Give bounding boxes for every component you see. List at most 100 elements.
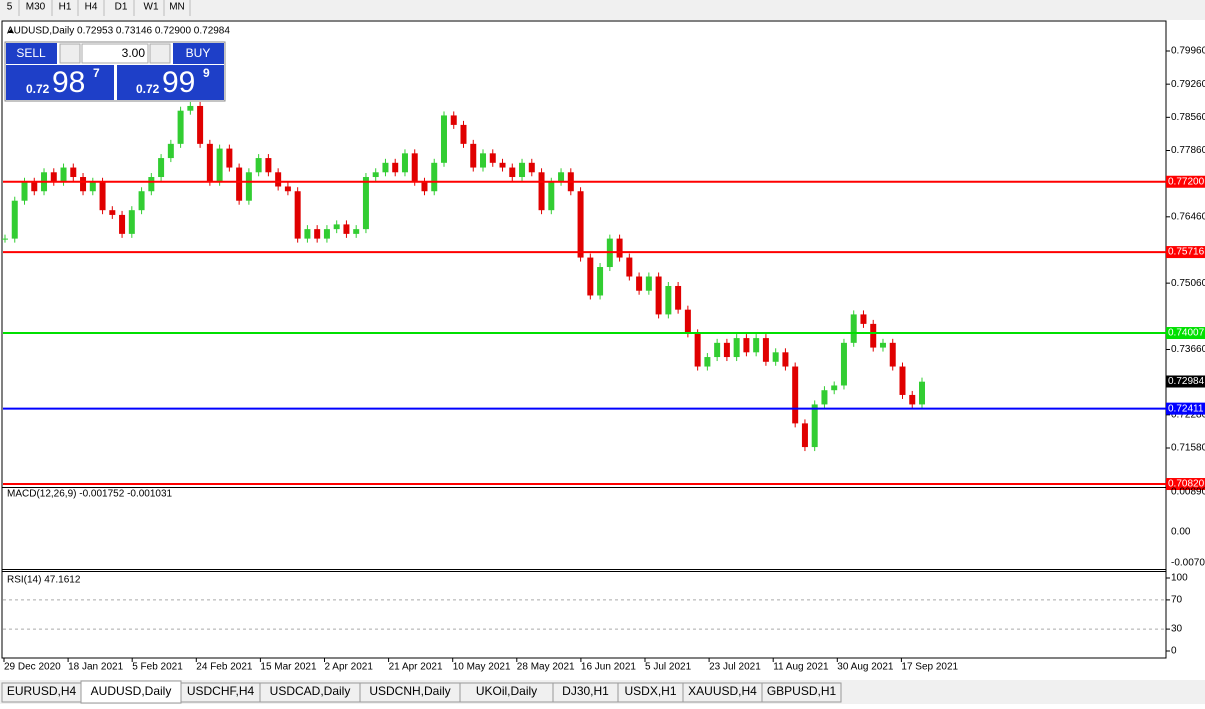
candle xyxy=(870,323,877,348)
date-label: 18 Jan 2021 xyxy=(68,662,123,673)
timeframe-button[interactable]: 5 xyxy=(7,2,13,13)
macd-label: MACD(12,26,9) -0.001752 -0.001031 xyxy=(7,489,173,500)
volume-down[interactable] xyxy=(59,43,81,64)
timeframe-button[interactable]: H4 xyxy=(85,2,98,13)
candle xyxy=(782,352,789,367)
date-label: 10 May 2021 xyxy=(453,662,511,673)
candle xyxy=(899,366,906,395)
candle xyxy=(236,167,243,201)
candle xyxy=(743,338,750,353)
date-label: 5 Feb 2021 xyxy=(132,662,183,673)
current-price-tag xyxy=(1166,375,1205,388)
timeframe-button[interactable]: MN xyxy=(169,2,185,13)
candle xyxy=(616,238,623,258)
sell-prefix: 0.72 xyxy=(26,82,50,96)
candle xyxy=(158,158,165,178)
candle xyxy=(2,238,8,240)
candle xyxy=(665,285,672,315)
candle xyxy=(294,191,301,239)
candle xyxy=(31,181,38,192)
candle xyxy=(714,342,721,358)
tab[interactable] xyxy=(761,682,842,703)
price-label: 0.71580 xyxy=(1171,443,1205,454)
candle xyxy=(509,167,516,178)
candle xyxy=(811,404,818,448)
candle xyxy=(50,172,57,182)
sell-button[interactable] xyxy=(6,43,57,64)
candle xyxy=(177,110,184,144)
price-label: 0.76460 xyxy=(1171,211,1205,222)
candle xyxy=(109,210,116,215)
candle xyxy=(216,148,223,182)
level-label: 0.74007 xyxy=(1168,328,1205,339)
candle xyxy=(60,167,67,182)
candle xyxy=(840,342,847,386)
sell-label: SELL xyxy=(16,46,46,60)
candle xyxy=(440,115,447,163)
tab-label: UKOil,Daily xyxy=(476,684,537,698)
candle xyxy=(489,153,496,163)
candle xyxy=(645,276,652,291)
candle xyxy=(333,224,340,230)
candle xyxy=(70,167,77,178)
tab-label: USDCNH,Daily xyxy=(369,684,450,698)
header-arrow xyxy=(8,29,14,33)
candle xyxy=(460,124,467,144)
candle xyxy=(382,162,389,173)
candle xyxy=(304,229,311,239)
level-label: 0.75716 xyxy=(1168,247,1205,258)
price-label: 0.79260 xyxy=(1171,79,1205,90)
candle xyxy=(372,172,379,178)
candle xyxy=(753,338,760,353)
volume-up[interactable] xyxy=(149,43,171,64)
rsi-tick-label: 70 xyxy=(1171,595,1183,606)
candle xyxy=(167,143,174,159)
candle xyxy=(128,210,135,234)
candle xyxy=(919,381,925,405)
buy-price-box[interactable] xyxy=(117,65,224,100)
toolbar xyxy=(0,0,1205,20)
level-tag xyxy=(1166,246,1205,259)
price-label: 0.79960 xyxy=(1171,46,1205,57)
candle xyxy=(684,309,691,334)
timeframe-button[interactable]: H1 xyxy=(59,2,72,13)
macd-tick-label: 0.00890 xyxy=(1171,487,1205,498)
candle xyxy=(450,115,457,125)
level-label: 0.77200 xyxy=(1168,176,1205,187)
buy-small: 9 xyxy=(203,66,210,80)
date-label: 5 Jul 2021 xyxy=(645,662,692,673)
date-label: 16 Jun 2021 xyxy=(581,662,636,673)
candle xyxy=(284,186,291,192)
candle xyxy=(889,342,896,367)
level-tag xyxy=(1166,478,1205,491)
candle xyxy=(548,181,555,211)
candle xyxy=(138,191,145,211)
date-label: 17 Sep 2021 xyxy=(901,662,958,673)
price-label: 0.72280 xyxy=(1171,409,1205,420)
candle xyxy=(850,314,857,343)
candle xyxy=(694,333,701,367)
buy-button[interactable] xyxy=(173,43,224,64)
date-label: 2 Apr 2021 xyxy=(325,662,374,673)
candle xyxy=(636,276,643,291)
timeframe-button[interactable]: W1 xyxy=(144,2,159,13)
candle xyxy=(480,153,487,168)
rsi-tick-label: 30 xyxy=(1171,624,1183,635)
candle xyxy=(21,181,28,201)
trade-panel: SELL 3.00 BUY 0.72 98 7 0.72 99 9 xyxy=(4,41,226,102)
timeframe-button[interactable]: M30 xyxy=(26,2,46,13)
candle xyxy=(401,153,408,173)
macd-tick-label: 0.00 xyxy=(1171,527,1191,538)
candle xyxy=(197,105,204,144)
sell-price-box[interactable] xyxy=(6,65,114,100)
timeframe-button[interactable]: D1 xyxy=(115,2,128,13)
date-label: 24 Feb 2021 xyxy=(196,662,253,673)
volume-input[interactable] xyxy=(81,43,149,64)
candle xyxy=(265,158,272,173)
candle xyxy=(772,352,779,362)
candle xyxy=(148,177,155,192)
sell-small: 7 xyxy=(93,66,100,80)
candle xyxy=(675,285,682,310)
tab-label: XAUUSD,H4 xyxy=(688,684,757,698)
